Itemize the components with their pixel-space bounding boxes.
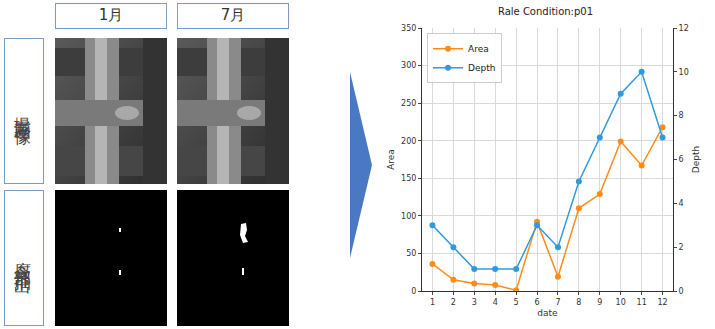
svg-text:300: 300 — [401, 61, 416, 70]
svg-text:Area: Area — [386, 149, 396, 170]
svg-text:0: 0 — [679, 287, 684, 296]
svg-text:2: 2 — [679, 243, 684, 252]
svg-text:7: 7 — [555, 298, 560, 307]
svg-text:350: 350 — [401, 24, 416, 33]
svg-text:100: 100 — [401, 212, 416, 221]
html-text:1月: 1月 — [98, 6, 124, 24]
svg-text:4: 4 — [679, 199, 684, 208]
svg-text:6: 6 — [679, 155, 684, 164]
svg-text:4: 4 — [493, 298, 498, 307]
svg-text:Depth: Depth — [468, 63, 495, 73]
svg-text:50: 50 — [406, 249, 416, 258]
html-text:撮影画像: 撮影画像 — [13, 103, 34, 119]
svg-text:Rale Condition:p01: Rale Condition:p01 — [498, 6, 593, 17]
svg-text:9: 9 — [597, 298, 602, 307]
svg-text:3: 3 — [472, 298, 477, 307]
svg-text:Depth: Depth — [691, 146, 701, 173]
svg-text:6: 6 — [534, 298, 539, 307]
svg-text:10: 10 — [616, 298, 626, 307]
svg-text:12: 12 — [657, 298, 667, 307]
svg-text:Area: Area — [468, 44, 489, 54]
svg-text:200: 200 — [401, 137, 416, 146]
svg-text:11: 11 — [637, 298, 647, 307]
svg-text:10: 10 — [679, 68, 689, 77]
svg-text:1: 1 — [430, 298, 435, 307]
svg-text:0: 0 — [411, 287, 416, 296]
svg-text:250: 250 — [401, 99, 416, 108]
svg-text:8: 8 — [679, 111, 684, 120]
html-text:7月: 7月 — [220, 6, 246, 24]
svg-text:2: 2 — [451, 298, 456, 307]
html-text:腐食部抽出: 腐食部抽出 — [13, 248, 34, 268]
svg-text:5: 5 — [514, 298, 519, 307]
svg-text:150: 150 — [401, 174, 416, 183]
svg-text:8: 8 — [576, 298, 581, 307]
svg-text:date: date — [537, 308, 558, 318]
svg-text:12: 12 — [679, 24, 689, 33]
